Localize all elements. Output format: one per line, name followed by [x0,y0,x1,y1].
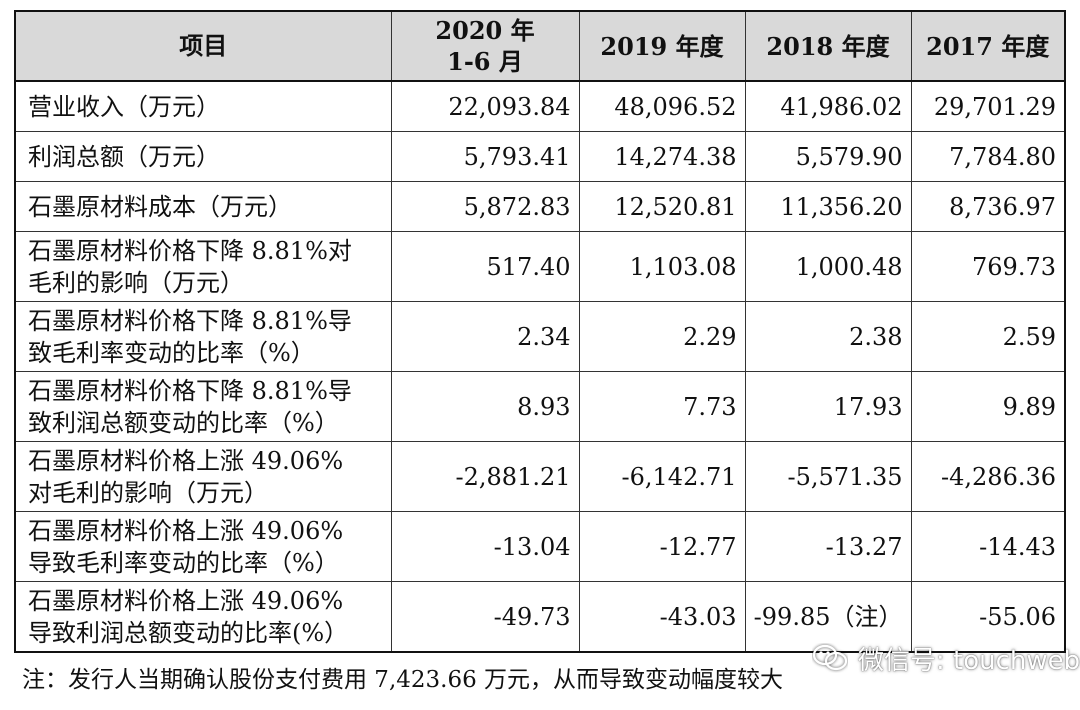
table-cell-value: 8.93 [390,371,580,442]
table-row: 石墨原材料成本（万元） 5,872.83 12,520.81 11,356.20 8,7… [14,181,1066,232]
row-label-line: 石墨原材料价格下降 8.81%导 [28,376,352,405]
row-label: 石墨原材料成本（万元） [14,181,392,232]
row-label: 石墨原材料价格上涨 49.06% 导致利润总额变动的比率(%） [14,581,392,653]
table-cell-value: 11,356.20 [744,181,912,232]
table-cell-value: 9.89 [910,371,1066,442]
table-cell-value: 2.38 [744,301,912,372]
table-cell-value: 14,274.38 [578,131,746,182]
table-cell-value: 8,736.97 [910,181,1066,232]
row-label: 石墨原材料价格上涨 49.06% 导致毛利率变动的比率（%） [14,511,392,582]
row-label-line: 致毛利率变动的比率（%） [28,338,315,367]
table-row: 利润总额（万元） 5,793.41 14,274.38 5,579.90 7,784.8… [14,131,1066,182]
table-cell-value: -99.85（注） [744,581,912,653]
table-row: 石墨原材料价格上涨 49.06% 导致利润总额变动的比率(%） -49.73 -43.… [14,581,1066,653]
table-cell-value: -14.43 [910,511,1066,582]
table-cell-value: 5,793.41 [390,131,580,182]
table-cell-value: 2.29 [578,301,746,372]
table-cell-value: 7,784.80 [910,131,1066,182]
table-cell-value: 517.40 [390,231,580,302]
table-cell-value: 769.73 [910,231,1066,302]
table-header-row: 项目 2020 年 1-6 月 2019 年度 2018 年度 2017 年度 [14,10,1066,82]
table-cell-value: -13.04 [390,511,580,582]
header-period-4: 2017 年度 [910,10,1066,82]
row-label: 石墨原材料价格下降 8.81%导 致毛利率变动的比率（%） [14,301,392,372]
table-cell-value: 2.34 [390,301,580,372]
table-cell-value: 5,579.90 [744,131,912,182]
table-cell-value: 41,986.02 [744,80,912,132]
table-cell-value: 2.59 [910,301,1066,372]
wechat-watermark: 微信号: touchweb [812,638,1080,678]
table-row: 石墨原材料价格下降 8.81%对 毛利的影响（万元） 517.40 1,103.08 1… [14,231,1066,302]
row-label: 石墨原材料价格上涨 49.06% 对毛利的影响（万元） [14,441,392,512]
table-row: 营业收入（万元） 22,093.84 48,096.52 41,986.02 29,70… [14,80,1066,132]
table-cell-value: -12.77 [578,511,746,582]
row-label-line: 导致利润总额变动的比率(%） [28,618,349,647]
row-label: 石墨原材料价格下降 8.81%对 毛利的影响（万元） [14,231,392,302]
row-label-line: 对毛利的影响（万元） [28,478,268,507]
table-cell-value: 17.93 [744,371,912,442]
row-label-line: 导致毛利率变动的比率（%） [28,548,339,577]
table-cell-value: 5,872.83 [390,181,580,232]
row-label-line: 毛利的影响（万元） [28,268,244,297]
table-cell-value: 22,093.84 [390,80,580,132]
row-label: 石墨原材料价格下降 8.81%导 致利润总额变动的比率（%） [14,371,392,442]
row-label-line: 石墨原材料价格下降 8.81%导 [28,306,352,335]
row-label-line: 石墨原材料价格下降 8.81%对 [28,236,352,265]
table-row: 石墨原材料价格下降 8.81%导 致毛利率变动的比率（%） 2.34 2.29 2.38… [14,301,1066,372]
row-label-line: 营业收入（万元） [28,92,220,121]
table-cell-value: 29,701.29 [910,80,1066,132]
row-label-line: 致利润总额变动的比率（%） [28,408,339,437]
table-cell-value: 1,103.08 [578,231,746,302]
header-period-3: 2018 年度 [744,10,912,82]
table-cell-value: -13.27 [744,511,912,582]
table-cell-value: -43.03 [578,581,746,653]
row-label: 利润总额（万元） [14,131,392,182]
header-item: 项目 [14,10,392,82]
graphite-cost-sensitivity-table: 项目 2020 年 1-6 月 2019 年度 2018 年度 2017 年度 营业收入（… [14,10,1066,653]
table-row: 石墨原材料价格上涨 49.06% 导致毛利率变动的比率（%） -13.04 -12.7… [14,511,1066,582]
table-cell-value: 1,000.48 [744,231,912,302]
table-cell-value: -2,881.21 [390,441,580,512]
table-footnote: 注：发行人当期确认股份支付费用 7,423.66 万元，从而导致变动幅度较大 [22,667,784,693]
table-cell-value: 7.73 [578,371,746,442]
table-cell-value: -6,142.71 [578,441,746,512]
header-period-2: 2019 年度 [578,10,746,82]
table-cell-value: 12,520.81 [578,181,746,232]
table-cell-value: -49.73 [390,581,580,653]
row-label-line: 利润总额（万元） [28,142,220,171]
row-label-line: 石墨原材料价格上涨 49.06% [28,516,344,545]
row-label-line: 石墨原材料价格上涨 49.06% [28,446,344,475]
financial-table-container: 项目 2020 年 1-6 月 2019 年度 2018 年度 2017 年度 营业收入（… [14,10,1066,653]
table-cell-value: -5,571.35 [744,441,912,512]
header-period-1: 2020 年 1-6 月 [390,10,580,82]
row-label-line: 石墨原材料成本（万元） [28,192,292,221]
table-cell-value: 48,096.52 [578,80,746,132]
table-cell-value: -55.06 [910,581,1066,653]
table-row: 石墨原材料价格上涨 49.06% 对毛利的影响（万元） -2,881.21 -6,14… [14,441,1066,512]
row-label-line: 石墨原材料价格上涨 49.06% [28,586,344,615]
watermark-text: 微信号: touchweb [858,645,1080,676]
wechat-icon [812,644,848,671]
row-label: 营业收入（万元） [14,80,392,132]
table-row: 石墨原材料价格下降 8.81%导 致利润总额变动的比率（%） 8.93 7.73 17.… [14,371,1066,442]
table-body: 营业收入（万元） 22,093.84 48,096.52 41,986.02 29,70… [14,80,1066,653]
table-cell-value: -4,286.36 [910,441,1066,512]
